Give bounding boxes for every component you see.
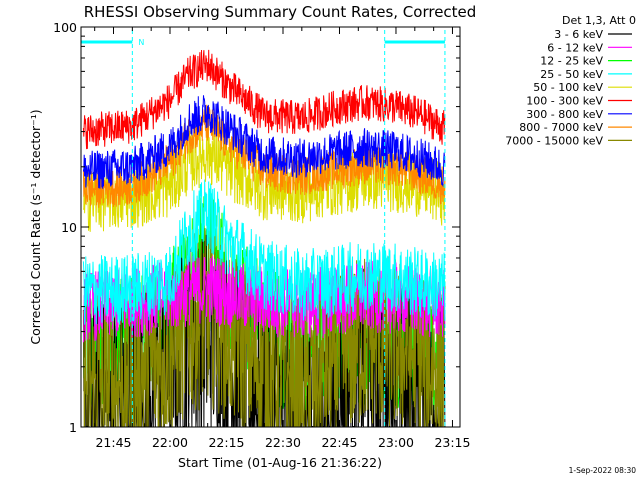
chart-title: RHESSI Observing Summary Count Rates, Co… (84, 3, 477, 21)
y-axis-label: Corrected Count Rate (s⁻¹ detector⁻¹) (28, 109, 43, 344)
x-axis-label: Start Time (01-Aug-16 21:36:22) (178, 455, 382, 470)
legend-entry-label: 100 - 300 keV (526, 95, 603, 108)
x-tick-label: 23:15 (434, 435, 470, 450)
legend-entry-label: 800 - 7000 keV (519, 121, 603, 134)
x-tick-label: 22:30 (265, 435, 301, 450)
y-tick-label: 10 (61, 220, 77, 235)
legend-entry-label: 300 - 800 keV (526, 108, 603, 121)
x-tick-label: 23:00 (378, 435, 414, 450)
night-marker-label: N (138, 38, 144, 47)
y-tick-label: 1 (69, 420, 77, 435)
timestamp: 1-Sep-2022 08:30 (569, 466, 637, 475)
x-tick-label: 22:45 (321, 435, 357, 450)
legend-entry-label: 7000 - 15000 keV (505, 134, 603, 147)
legend-entry-label: 12 - 25 keV (540, 55, 603, 68)
x-axis-ticks: 21:45 22:00 22:15 22:30 22:45 23:00 23:15 (94, 27, 470, 450)
legend-entry-label: 6 - 12 keV (547, 41, 603, 54)
legend-entry-label: 25 - 50 keV (540, 68, 603, 81)
legend-entry-label: 50 - 100 keV (533, 81, 603, 94)
x-tick-label: 22:00 (152, 435, 188, 450)
legend-title: Det 1,3, Att 0 (562, 14, 636, 27)
x-tick-label: 21:45 (95, 435, 131, 450)
series-line (82, 179, 446, 325)
x-tick-label: 22:15 (208, 435, 244, 450)
y-tick-label: 100 (53, 20, 77, 35)
series-line (82, 49, 446, 150)
y-axis-ticks: 1 10 100 (53, 20, 460, 435)
legend-entry-label: 3 - 6 keV (554, 28, 603, 41)
